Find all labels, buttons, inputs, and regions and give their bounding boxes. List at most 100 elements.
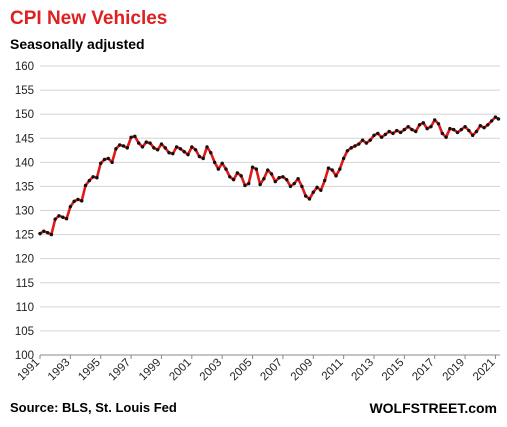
data-point [99, 161, 103, 165]
data-point [80, 199, 84, 203]
data-point [451, 127, 456, 132]
data-point [193, 148, 198, 152]
data-point [209, 151, 213, 155]
x-tick-label: 1993 [46, 357, 73, 384]
data-point [87, 178, 92, 183]
data-point [121, 144, 126, 148]
data-point [379, 135, 384, 139]
chart-title: CPI New Vehicles [10, 8, 168, 29]
data-point [42, 229, 46, 233]
data-point [319, 188, 323, 192]
data-point [228, 175, 232, 179]
series-line [39, 115, 500, 236]
data-point [360, 138, 365, 142]
y-tick-label: 150 [15, 109, 34, 121]
grid-layer [40, 65, 500, 356]
data-point [72, 199, 76, 204]
data-point [250, 165, 255, 169]
x-tick-label: 2005 [228, 357, 255, 384]
data-point [231, 177, 236, 182]
data-point [53, 217, 57, 221]
data-point [106, 156, 111, 161]
data-point [262, 177, 266, 181]
data-point [303, 194, 308, 198]
data-point [459, 127, 463, 132]
data-point [49, 232, 54, 237]
data-point [440, 131, 445, 136]
data-point [467, 128, 471, 133]
data-point [383, 132, 388, 137]
data-point [64, 216, 69, 221]
data-point [140, 145, 145, 149]
data-point [235, 171, 240, 175]
data-point [463, 124, 467, 129]
data-point [212, 160, 217, 165]
data-point [338, 167, 342, 171]
data-point [368, 138, 372, 142]
data-point [281, 175, 285, 179]
data-point [167, 151, 171, 155]
data-point [224, 167, 228, 171]
x-tick-label: 1995 [76, 357, 103, 384]
data-point [429, 124, 433, 129]
data-point [489, 119, 494, 123]
data-point [406, 124, 410, 129]
data-point [95, 176, 99, 180]
data-point [421, 121, 426, 125]
brand-logo-text: WOLFSTREET.com [369, 400, 497, 416]
data-point [190, 145, 194, 149]
series-layer [38, 115, 501, 237]
data-point [76, 197, 80, 202]
x-tick-label: 2007 [258, 357, 285, 384]
data-point [292, 181, 296, 186]
data-point [144, 140, 148, 144]
data-point [414, 129, 418, 134]
data-point [353, 144, 357, 148]
y-tick-label: 125 [15, 230, 34, 242]
data-point [163, 146, 167, 150]
data-point [398, 130, 403, 135]
x-tick-label: 2015 [380, 357, 407, 384]
x-tick-label: 1999 [137, 357, 164, 384]
data-point [296, 177, 300, 181]
y-tick-label: 140 [15, 157, 34, 169]
x-tick-label: 2013 [350, 357, 377, 384]
data-point [284, 177, 289, 182]
data-point [474, 129, 479, 134]
data-point [410, 127, 414, 132]
data-point [357, 142, 361, 146]
data-point [391, 131, 395, 136]
data-point [273, 179, 278, 184]
data-point [444, 135, 448, 139]
data-point [258, 182, 262, 187]
data-point [266, 168, 270, 172]
x-tick-label: 2019 [441, 357, 468, 384]
source-note: Source: BLS, St. Louis Fed [10, 400, 177, 415]
data-point [315, 185, 319, 190]
data-point [448, 126, 452, 131]
data-point [493, 115, 498, 119]
x-tick-label: 2017 [410, 357, 437, 384]
x-tick-label: 2001 [167, 357, 194, 384]
data-point [239, 174, 243, 178]
data-point [307, 197, 312, 201]
data-point [288, 184, 293, 189]
data-point [174, 145, 179, 149]
data-point [425, 126, 429, 131]
data-point [136, 141, 141, 145]
data-point [387, 129, 391, 134]
data-point [38, 231, 42, 236]
data-point [349, 146, 353, 150]
data-point [129, 135, 133, 139]
y-tick-label: 145 [15, 133, 34, 145]
data-point [269, 172, 274, 176]
data-point [486, 123, 490, 127]
y-tick-label: 120 [15, 254, 34, 266]
data-point [277, 176, 281, 180]
data-point [372, 133, 376, 138]
data-point [57, 214, 61, 218]
data-point [133, 134, 137, 139]
data-point [61, 215, 65, 219]
data-point [470, 133, 475, 138]
data-point [326, 166, 331, 170]
